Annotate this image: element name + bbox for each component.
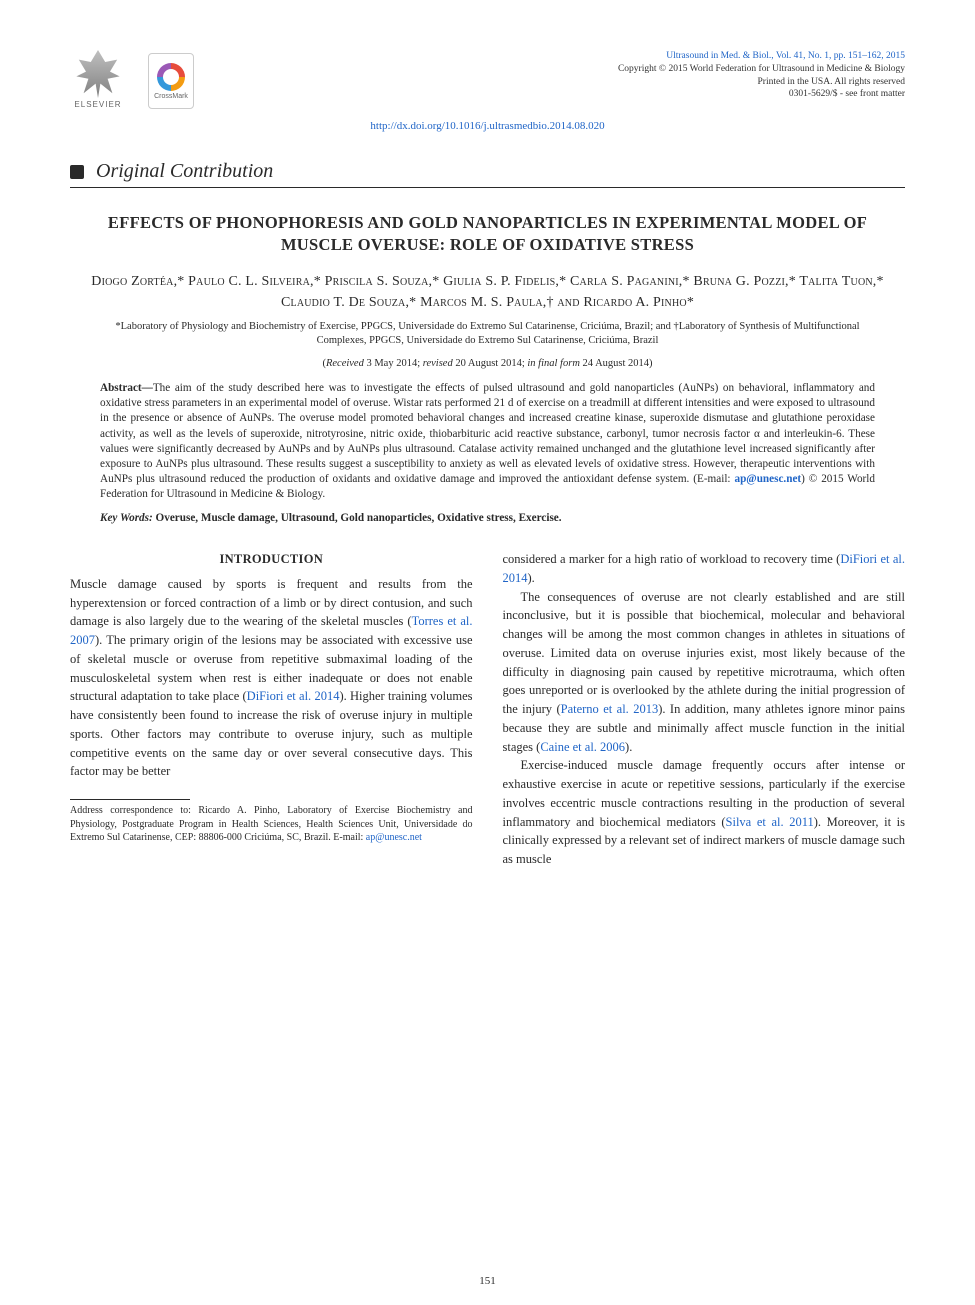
journal-ref[interactable]: Ultrasound in Med. & Biol., Vol. 41, No.… [666, 51, 905, 61]
p1cont-a: considered a marker for a high ratio of … [503, 552, 841, 566]
intro-para-1: Muscle damage caused by sports is freque… [70, 575, 473, 781]
print-line: Printed in the USA. All rights reserved [618, 76, 905, 89]
final-date: 24 August 2014 [583, 358, 650, 369]
issn-line: 0301-5629/$ - see front matter [618, 88, 905, 101]
p2-a: The consequences of overuse are not clea… [503, 590, 906, 717]
p1cont-b: ). [528, 571, 535, 585]
cite-paterno-2013[interactable]: Paterno et al. 2013 [561, 702, 659, 716]
column-right: considered a marker for a high ratio of … [503, 550, 906, 869]
crossmark-icon [157, 63, 185, 91]
final-label: in final form [527, 358, 580, 369]
publication-info: Ultrasound in Med. & Biol., Vol. 41, No.… [618, 50, 905, 101]
correspondence-footnote: Address correspondence to: Ricardo A. Pi… [70, 804, 473, 845]
article-title: EFFECTS OF PHONOPHORESIS AND GOLD NANOPA… [100, 212, 875, 257]
revised-label: revised [423, 358, 453, 369]
section-label: Original Contribution [96, 160, 273, 183]
crossmark-label: CrossMark [154, 93, 188, 100]
intro-para-2: The consequences of overuse are not clea… [503, 588, 906, 757]
intro-heading: INTRODUCTION [70, 550, 473, 569]
page-number: 151 [0, 1275, 975, 1287]
p2-c: ). [625, 740, 632, 754]
affiliations: *Laboratory of Physiology and Biochemist… [90, 320, 885, 348]
elsevier-tree-icon [74, 50, 122, 98]
body-columns: INTRODUCTION Muscle damage caused by spo… [70, 550, 905, 869]
cite-caine-2006[interactable]: Caine et al. 2006 [540, 740, 625, 754]
authors-text: Diogo Zortéa,* Paulo C. L. Silveira,* Pr… [91, 274, 883, 311]
authors: Diogo Zortéa,* Paulo C. L. Silveira,* Pr… [90, 271, 885, 314]
abstract-email[interactable]: ap@unesc.net [734, 473, 801, 485]
doi-link[interactable]: http://dx.doi.org/10.1016/j.ultrasmedbio… [70, 120, 905, 132]
section-header: Original Contribution [70, 160, 905, 183]
copyright-line: Copyright © 2015 World Federation for Ul… [618, 63, 905, 76]
abstract: Abstract—The aim of the study described … [100, 381, 875, 502]
crossmark-logo[interactable]: CrossMark [148, 53, 194, 109]
intro-para-1-cont: considered a marker for a high ratio of … [503, 550, 906, 588]
keywords: Key Words: Overuse, Muscle damage, Ultra… [100, 512, 875, 524]
cite-silva-2011[interactable]: Silva et al. 2011 [726, 815, 814, 829]
column-left: INTRODUCTION Muscle damage caused by spo… [70, 550, 473, 869]
abstract-body: The aim of the study described here was … [100, 382, 875, 485]
keywords-values: Overuse, Muscle damage, Ultrasound, Gold… [153, 512, 562, 524]
cite-difiori-2014a[interactable]: DiFiori et al. 2014 [247, 689, 340, 703]
elsevier-logo: ELSEVIER [70, 50, 126, 112]
keywords-label: Key Words: [100, 512, 153, 524]
article-dates: (Received 3 May 2014; revised 20 August … [70, 358, 905, 369]
footnote-email[interactable]: ap@unesc.net [366, 832, 422, 843]
footnote-rule [70, 799, 190, 800]
intro-para-3: Exercise-induced muscle damage frequentl… [503, 756, 906, 869]
abstract-lead: Abstract— [100, 382, 153, 394]
revised-date: 20 August 2014 [455, 358, 522, 369]
logo-group: ELSEVIER CrossMark [70, 50, 194, 112]
header-row: ELSEVIER CrossMark Ultrasound in Med. & … [70, 50, 905, 112]
received-label: Received [326, 358, 364, 369]
received-date: 3 May 2014 [366, 358, 417, 369]
section-rule [70, 187, 905, 188]
elsevier-label: ELSEVIER [74, 100, 121, 109]
bullet-icon [70, 165, 84, 179]
